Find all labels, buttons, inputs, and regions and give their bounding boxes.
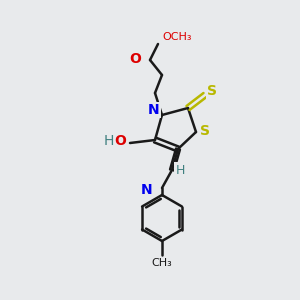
Text: N: N [148, 103, 160, 117]
Text: O: O [129, 52, 141, 66]
Text: OCH₃: OCH₃ [162, 32, 191, 42]
Text: CH₃: CH₃ [152, 258, 172, 268]
Text: S: S [207, 84, 217, 98]
Text: O: O [114, 134, 126, 148]
Text: N: N [140, 183, 152, 197]
Text: H: H [103, 134, 114, 148]
Text: S: S [200, 124, 210, 138]
Text: H: H [175, 164, 185, 176]
